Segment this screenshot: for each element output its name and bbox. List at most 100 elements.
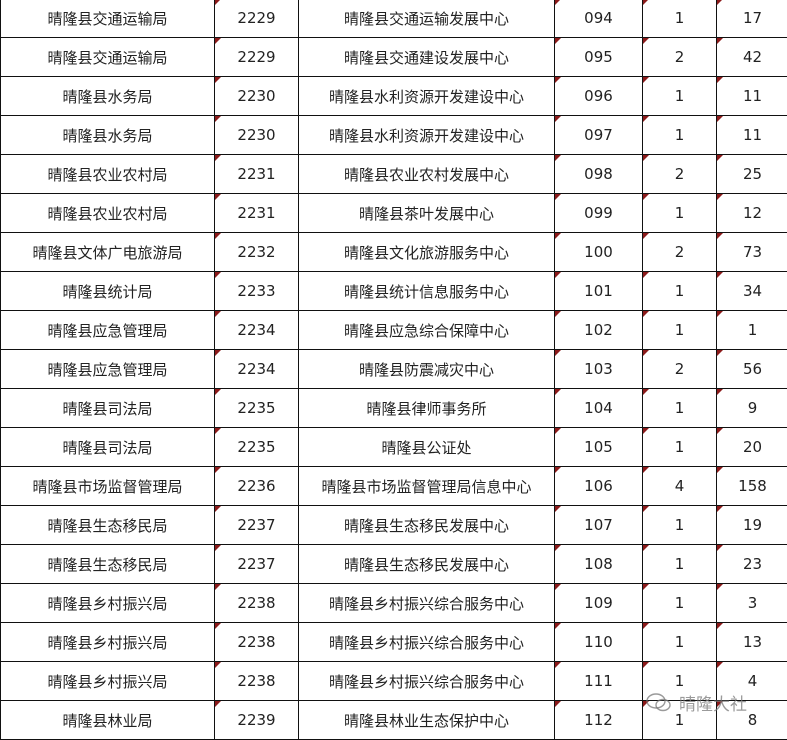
cell-quota: 1: [643, 623, 717, 662]
cell-unit: 晴隆县统计信息服务中心: [299, 272, 555, 311]
table-row: 晴隆县水务局 2230 晴隆县水利资源开发建设中心 097 1 11: [0, 116, 787, 155]
table-row: 晴隆县司法局 2235 晴隆县公证处 105 1 20: [0, 428, 787, 467]
cell-position-code: 098: [555, 155, 643, 194]
cell-department: 晴隆县司法局: [0, 428, 215, 467]
cell-unit: 晴隆县生态移民发展中心: [299, 545, 555, 584]
cell-position-code: 106: [555, 467, 643, 506]
cell-dept-code: 2233: [215, 272, 299, 311]
cell-quota: 1: [643, 506, 717, 545]
cell-position-code: 094: [555, 0, 643, 38]
cell-dept-code: 2235: [215, 428, 299, 467]
cell-department: 晴隆县市场监督管理局: [0, 467, 215, 506]
table-row: 晴隆县农业农村局 2231 晴隆县茶叶发展中心 099 1 12: [0, 194, 787, 233]
cell-applicants: 23: [717, 545, 787, 584]
cell-department: 晴隆县林业局: [0, 701, 215, 740]
cell-applicants: 17: [717, 0, 787, 38]
table-row: 晴隆县市场监督管理局 2236 晴隆县市场监督管理局信息中心 106 4 158: [0, 467, 787, 506]
cell-quota: 1: [643, 662, 717, 701]
cell-department: 晴隆县水务局: [0, 77, 215, 116]
cell-position-code: 097: [555, 116, 643, 155]
cell-dept-code: 2234: [215, 350, 299, 389]
cell-dept-code: 2238: [215, 584, 299, 623]
cell-unit: 晴隆县交通建设发展中心: [299, 38, 555, 77]
cell-applicants: 25: [717, 155, 787, 194]
cell-quota: 1: [643, 272, 717, 311]
cell-position-code: 101: [555, 272, 643, 311]
cell-department: 晴隆县水务局: [0, 116, 215, 155]
cell-unit: 晴隆县乡村振兴综合服务中心: [299, 584, 555, 623]
table-row: 晴隆县交通运输局 2229 晴隆县交通建设发展中心 095 2 42: [0, 38, 787, 77]
cell-unit: 晴隆县水利资源开发建设中心: [299, 77, 555, 116]
table-row: 晴隆县应急管理局 2234 晴隆县应急综合保障中心 102 1 1: [0, 311, 787, 350]
table-row: 晴隆县水务局 2230 晴隆县水利资源开发建设中心 096 1 11: [0, 77, 787, 116]
cell-dept-code: 2238: [215, 662, 299, 701]
cell-department: 晴隆县农业农村局: [0, 194, 215, 233]
cell-applicants: 9: [717, 389, 787, 428]
cell-applicants: 1: [717, 311, 787, 350]
cell-quota: 2: [643, 38, 717, 77]
cell-unit: 晴隆县文化旅游服务中心: [299, 233, 555, 272]
cell-position-code: 095: [555, 38, 643, 77]
cell-position-code: 107: [555, 506, 643, 545]
table-row: 晴隆县农业农村局 2231 晴隆县农业农村发展中心 098 2 25: [0, 155, 787, 194]
cell-unit: 晴隆县生态移民发展中心: [299, 506, 555, 545]
cell-unit: 晴隆县律师事务所: [299, 389, 555, 428]
cell-position-code: 108: [555, 545, 643, 584]
cell-department: 晴隆县乡村振兴局: [0, 623, 215, 662]
cell-position-code: 111: [555, 662, 643, 701]
cell-unit: 晴隆县防震减灾中心: [299, 350, 555, 389]
cell-department: 晴隆县司法局: [0, 389, 215, 428]
cell-quota: 1: [643, 194, 717, 233]
cell-dept-code: 2229: [215, 38, 299, 77]
cell-unit: 晴隆县应急综合保障中心: [299, 311, 555, 350]
cell-position-code: 100: [555, 233, 643, 272]
cell-quota: 2: [643, 155, 717, 194]
cell-quota: 1: [643, 116, 717, 155]
cell-department: 晴隆县应急管理局: [0, 311, 215, 350]
cell-department: 晴隆县农业农村局: [0, 155, 215, 194]
table-row: 晴隆县文体广电旅游局 2232 晴隆县文化旅游服务中心 100 2 73: [0, 233, 787, 272]
cell-dept-code: 2237: [215, 506, 299, 545]
cell-dept-code: 2238: [215, 623, 299, 662]
cell-unit: 晴隆县公证处: [299, 428, 555, 467]
cell-applicants: 8: [717, 701, 787, 740]
cell-quota: 2: [643, 233, 717, 272]
table-row: 晴隆县乡村振兴局 2238 晴隆县乡村振兴综合服务中心 109 1 3: [0, 584, 787, 623]
cell-position-code: 104: [555, 389, 643, 428]
cell-department: 晴隆县文体广电旅游局: [0, 233, 215, 272]
cell-position-code: 103: [555, 350, 643, 389]
table-row: 晴隆县应急管理局 2234 晴隆县防震减灾中心 103 2 56: [0, 350, 787, 389]
cell-position-code: 105: [555, 428, 643, 467]
cell-quota: 1: [643, 701, 717, 740]
cell-department: 晴隆县生态移民局: [0, 506, 215, 545]
cell-quota: 2: [643, 350, 717, 389]
cell-dept-code: 2235: [215, 389, 299, 428]
cell-position-code: 099: [555, 194, 643, 233]
cell-applicants: 13: [717, 623, 787, 662]
cell-quota: 1: [643, 0, 717, 38]
cell-applicants: 56: [717, 350, 787, 389]
cell-dept-code: 2229: [215, 0, 299, 38]
cell-quota: 1: [643, 389, 717, 428]
table-row: 晴隆县交通运输局 2229 晴隆县交通运输发展中心 094 1 17: [0, 0, 787, 38]
cell-quota: 1: [643, 77, 717, 116]
table-row: 晴隆县统计局 2233 晴隆县统计信息服务中心 101 1 34: [0, 272, 787, 311]
cell-department: 晴隆县乡村振兴局: [0, 584, 215, 623]
cell-applicants: 73: [717, 233, 787, 272]
table-row: 晴隆县生态移民局 2237 晴隆县生态移民发展中心 108 1 23: [0, 545, 787, 584]
cell-dept-code: 2234: [215, 311, 299, 350]
cell-quota: 1: [643, 584, 717, 623]
cell-unit: 晴隆县水利资源开发建设中心: [299, 116, 555, 155]
cell-quota: 1: [643, 311, 717, 350]
cell-dept-code: 2230: [215, 77, 299, 116]
cell-applicants: 4: [717, 662, 787, 701]
cell-applicants: 34: [717, 272, 787, 311]
cell-dept-code: 2237: [215, 545, 299, 584]
cell-applicants: 42: [717, 38, 787, 77]
cell-department: 晴隆县统计局: [0, 272, 215, 311]
cell-position-code: 096: [555, 77, 643, 116]
cell-applicants: 11: [717, 77, 787, 116]
table-row: 晴隆县司法局 2235 晴隆县律师事务所 104 1 9: [0, 389, 787, 428]
cell-department: 晴隆县应急管理局: [0, 350, 215, 389]
cell-unit: 晴隆县林业生态保护中心: [299, 701, 555, 740]
